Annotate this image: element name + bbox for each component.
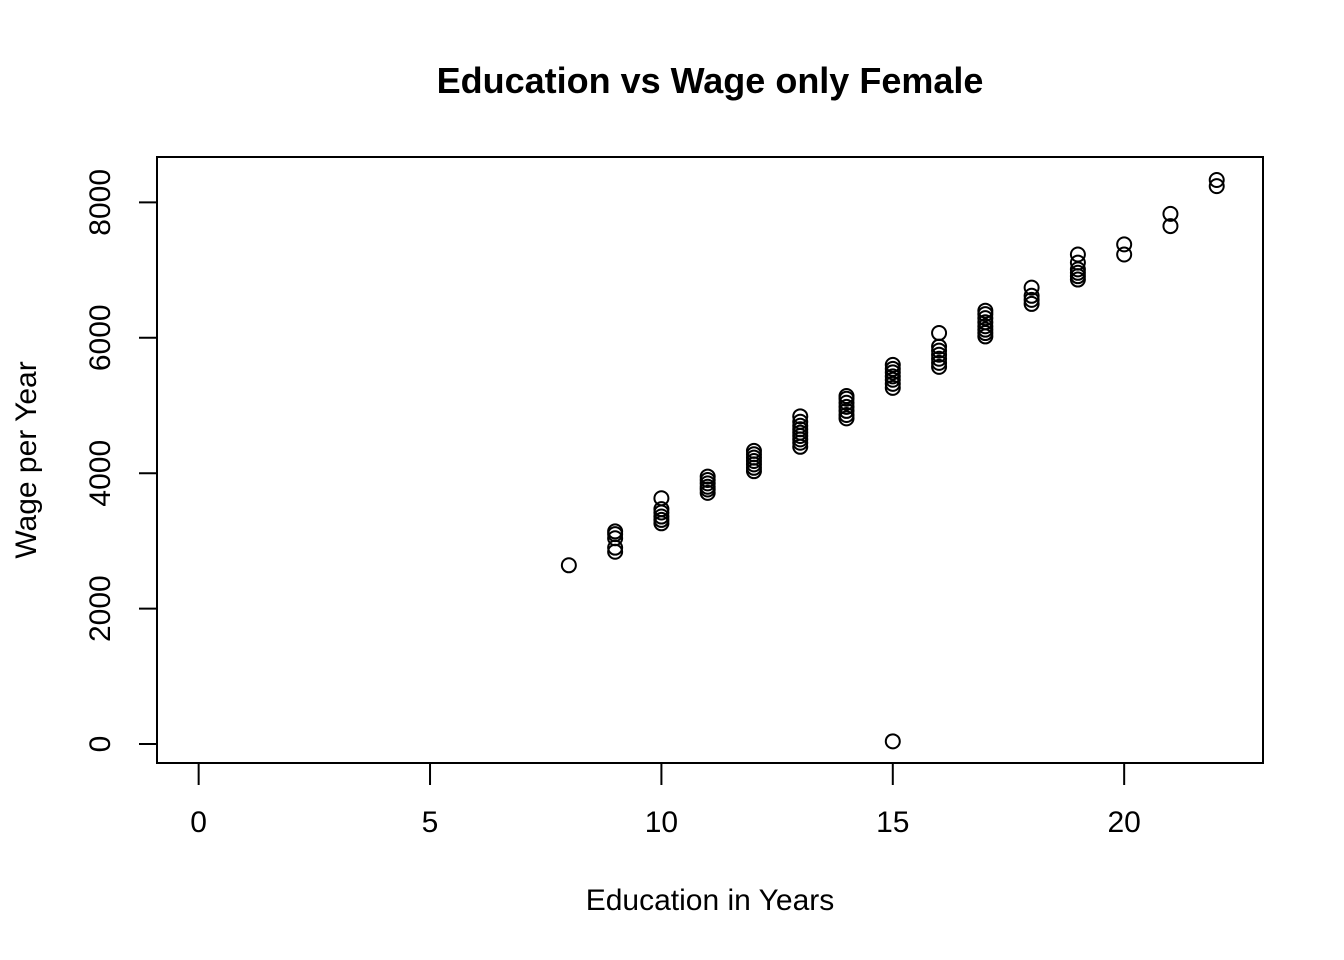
data-points (560, 172, 1225, 750)
data-point (884, 379, 901, 396)
data-point (792, 417, 809, 434)
data-point (1023, 291, 1040, 308)
data-point (884, 368, 901, 385)
data-point (1069, 246, 1086, 263)
data-point (977, 302, 994, 319)
y-tick-label: 8000 (84, 169, 117, 236)
data-point (977, 314, 994, 331)
data-point (1162, 218, 1179, 235)
plot-frame (156, 156, 1264, 764)
data-point (607, 530, 624, 547)
y-tick-label: 2000 (84, 575, 117, 642)
x-axis: 0 5 10 15 20 (190, 762, 1141, 839)
data-point (977, 318, 994, 335)
data-point (838, 394, 855, 411)
data-point (1116, 236, 1133, 253)
data-point (838, 398, 855, 415)
data-point (792, 408, 809, 425)
x-tick-label: 5 (422, 806, 439, 839)
data-point (838, 388, 855, 405)
x-axis-label: Education in Years (586, 884, 835, 917)
y-axis-label: Wage per Year (10, 361, 43, 558)
x-tick-label: 10 (645, 806, 678, 839)
data-point (931, 354, 948, 371)
data-point (607, 523, 624, 540)
data-point (1069, 254, 1086, 271)
data-point (884, 360, 901, 377)
data-point (653, 490, 670, 507)
data-point (1023, 295, 1040, 312)
data-point (560, 557, 577, 574)
y-tick-label: 4000 (84, 440, 117, 507)
x-tick-label: 0 (190, 806, 207, 839)
data-point (884, 356, 901, 373)
y-axis: 0 2000 4000 6000 8000 (84, 169, 158, 753)
data-point (745, 442, 762, 459)
data-point (1023, 279, 1040, 296)
data-point (1208, 172, 1225, 189)
data-point (977, 310, 994, 327)
y-tick-label: 6000 (84, 304, 117, 371)
y-tick-label: 0 (84, 736, 117, 753)
chart-title: Education vs Wage only Female (437, 60, 984, 101)
data-point (1116, 246, 1133, 263)
data-point (653, 501, 670, 518)
data-point (653, 508, 670, 525)
data-point (931, 346, 948, 363)
data-point (884, 733, 901, 750)
x-tick-label: 15 (876, 806, 909, 839)
data-point (931, 358, 948, 375)
data-point (1162, 205, 1179, 222)
data-point (1023, 287, 1040, 304)
data-point (699, 468, 716, 485)
data-point (931, 342, 948, 359)
data-point (1208, 178, 1225, 195)
data-point (931, 325, 948, 342)
data-point (838, 406, 855, 423)
data-point (931, 350, 948, 367)
data-point (792, 413, 809, 430)
x-tick-label: 20 (1107, 806, 1140, 839)
